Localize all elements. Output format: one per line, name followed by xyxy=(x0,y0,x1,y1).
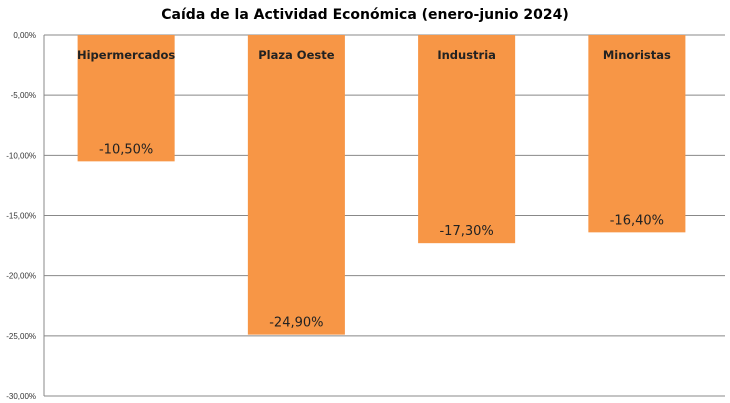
bar xyxy=(418,35,516,244)
bars xyxy=(77,35,686,335)
bar xyxy=(77,35,175,162)
y-tick-label: -10,00% xyxy=(6,151,36,160)
y-tick-label: -20,00% xyxy=(6,272,36,281)
category-label: Industria xyxy=(437,48,496,62)
y-tick-label: -25,00% xyxy=(6,332,36,341)
y-axis-ticks: 0,00% -5,00% -10,00% -15,00% -20,00% -25,00% -… xyxy=(6,31,36,401)
category-label: Minoristas xyxy=(603,48,671,62)
chart-title: Caída de la Actividad Económica (enero-j… xyxy=(161,7,568,23)
labels: Hipermercados -10,50% Plaza Oeste -24,90% In… xyxy=(77,48,671,331)
data-label: -24,90% xyxy=(269,316,323,331)
category-label: Plaza Oeste xyxy=(258,48,335,62)
data-label: -16,40% xyxy=(610,213,664,228)
category-label: Hipermercados xyxy=(77,48,175,62)
data-label: -17,30% xyxy=(439,224,493,239)
y-tick-label: -5,00% xyxy=(11,91,36,100)
bar xyxy=(247,35,345,335)
y-tick-label: -15,00% xyxy=(6,212,36,221)
y-tick-label: 0,00% xyxy=(13,31,36,40)
y-tick-label: -30,00% xyxy=(6,392,36,401)
data-label: -10,50% xyxy=(99,142,153,157)
bar xyxy=(588,35,686,233)
